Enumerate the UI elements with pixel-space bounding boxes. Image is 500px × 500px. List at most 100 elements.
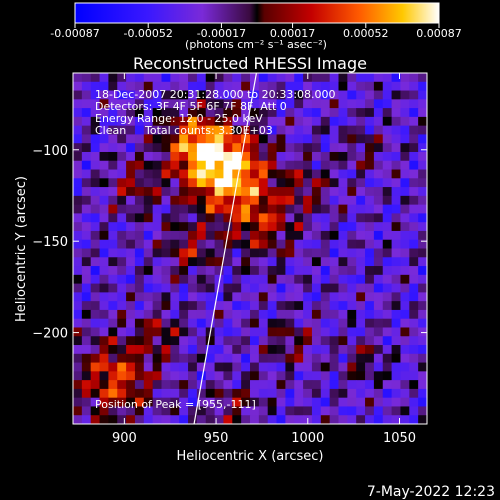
heatmap-cell [303, 195, 313, 206]
heatmap-cell [99, 151, 109, 162]
heatmap-cell [320, 143, 331, 153]
heatmap-cell [161, 125, 171, 135]
heatmap-cell [188, 406, 198, 416]
heatmap-cell [90, 380, 100, 390]
heatmap-cell [223, 73, 233, 83]
heatmap-cell [285, 345, 295, 355]
heatmap-cell [391, 160, 401, 170]
heatmap-cell [276, 125, 286, 135]
heatmap-cell [170, 151, 180, 162]
heatmap-cell [117, 283, 127, 293]
heatmap-cell [205, 362, 215, 372]
heatmap-cell [356, 81, 366, 91]
heatmap-cell [81, 397, 92, 407]
heatmap-cell [214, 143, 224, 153]
heatmap-cell [152, 406, 162, 416]
heatmap-cell [329, 406, 339, 416]
heatmap-cell [311, 169, 322, 179]
heatmap-cell [409, 274, 419, 285]
heatmap-cell [232, 362, 242, 372]
heatmap-cell [276, 169, 286, 179]
heatmap-cell [161, 257, 171, 267]
heatmap-cell [338, 292, 348, 302]
heatmap-cell [81, 283, 92, 293]
x-axis: 900 950 1000 1050 [112, 73, 416, 446]
heatmap-cell [205, 388, 215, 399]
heatmap-cell [73, 248, 83, 258]
heatmap-cell [250, 380, 260, 390]
heatmap-cell [258, 73, 269, 83]
heatmap-cell [373, 134, 384, 144]
heatmap-cell [400, 283, 410, 293]
heatmap-cell [382, 388, 392, 399]
heatmap-cell [179, 169, 189, 179]
heatmap-cell [152, 292, 162, 302]
heatmap-cell [108, 108, 118, 118]
heatmap-cell [179, 292, 189, 302]
heatmap-cell [276, 327, 286, 337]
heatmap-cell [391, 204, 401, 214]
heatmap-cell [196, 169, 207, 179]
x-tick-label: 1000 [291, 431, 324, 446]
heatmap-cell [311, 301, 322, 311]
heatmap-cell [73, 90, 83, 100]
x-axis-label: Heliocentric X (arcsec) [177, 449, 324, 464]
heatmap-cell [320, 222, 331, 232]
heatmap-cell [196, 248, 207, 258]
heatmap-cell [205, 380, 215, 390]
heatmap-cell [303, 239, 313, 249]
heatmap-cell [143, 108, 154, 118]
heatmap-cell [338, 204, 348, 214]
heatmap-cell [126, 125, 136, 135]
heatmap-cell [276, 371, 286, 381]
heatmap-cell [400, 327, 410, 337]
heatmap-cell [338, 116, 348, 127]
heatmap-cell [126, 309, 136, 320]
heatmap-cell [179, 204, 189, 214]
heatmap-cell [81, 371, 92, 381]
heatmap-cell [134, 371, 145, 381]
heatmap-cell [205, 230, 215, 241]
heatmap-cell [356, 125, 366, 135]
heatmap-cell [188, 213, 198, 223]
heatmap-cell [161, 327, 171, 337]
colorbar-tick-label: 0.00017 [270, 27, 316, 40]
heatmap-cell [311, 292, 322, 302]
heatmap-cell [126, 327, 136, 337]
heatmap-cell [232, 309, 242, 320]
heatmap-cell [409, 239, 419, 249]
heatmap-cell [232, 73, 242, 83]
heatmap-cell [267, 380, 277, 390]
heatmap-cell [214, 213, 224, 223]
heatmap-cell [311, 274, 322, 285]
heatmap-cell [267, 397, 277, 407]
heatmap-cell [276, 99, 286, 109]
heatmap-cell [329, 239, 339, 249]
heatmap-cell [294, 362, 304, 372]
heatmap-cell [108, 318, 118, 328]
heatmap-cell [294, 248, 304, 258]
heatmap-cell [311, 345, 322, 355]
heatmap-cell [320, 125, 331, 135]
heatmap-cell [108, 222, 118, 232]
heatmap-cell [232, 143, 242, 153]
heatmap-cell [223, 353, 233, 363]
heatmap-cell [108, 266, 118, 276]
heatmap-cell [258, 134, 269, 144]
heatmap-cell [134, 73, 145, 83]
heatmap-cell [196, 345, 207, 355]
heatmap-cell [205, 169, 215, 179]
heatmap-cell [338, 81, 348, 91]
heatmap-cell [276, 266, 286, 276]
heatmap-cell [179, 81, 189, 91]
heatmap-cell [356, 248, 366, 258]
heatmap-cell [373, 327, 384, 337]
heatmap-cell [108, 143, 118, 153]
heatmap-cell [267, 143, 277, 153]
heatmap-cell [258, 230, 269, 241]
heatmap-cell [90, 204, 100, 214]
heatmap-cell [170, 195, 180, 206]
heatmap-cell [161, 292, 171, 302]
heatmap-cell [258, 362, 269, 372]
heatmap-cell [188, 371, 198, 381]
